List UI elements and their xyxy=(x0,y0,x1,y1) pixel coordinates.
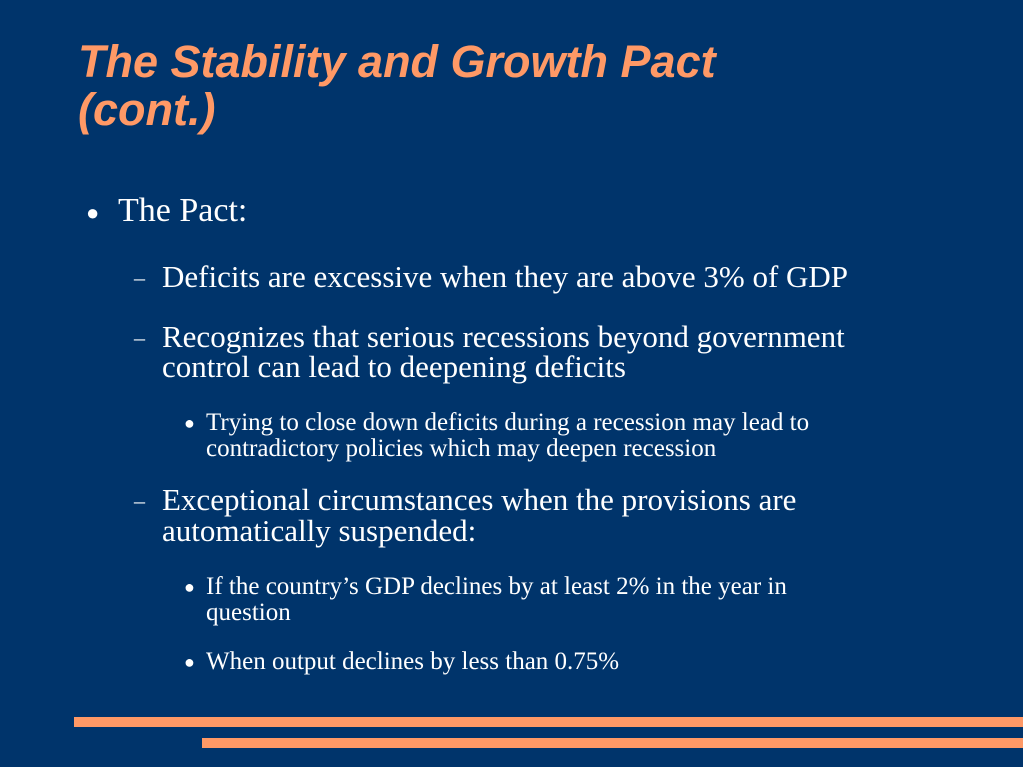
bullet-6-line-2: question xyxy=(206,599,291,626)
slide-title: The Stability and Growth Pact (cont.) xyxy=(78,38,978,134)
bullet-1-text: The Pact: xyxy=(118,192,248,229)
sub-bullet-marker-1: ● xyxy=(184,413,195,433)
title-line-1: The Stability and Growth Pact xyxy=(78,36,716,87)
sub-bullet-marker-3: ● xyxy=(184,652,195,672)
bullet-5-line-2: automatically suspended: xyxy=(162,513,477,548)
bullet-4-line-2: contradictory policies which may deepen … xyxy=(206,435,717,462)
bullet-4-line-1: Trying to close down deficits during a r… xyxy=(206,409,810,436)
bullet-2-text: Deficits are excessive when they are abo… xyxy=(162,259,849,294)
bullet-3-line-2: control can lead to deepening deficits xyxy=(162,349,626,384)
dash-marker-1: – xyxy=(134,265,145,290)
dash-marker-2: – xyxy=(134,325,145,350)
bullet-7-text: When output declines by less than 0.75% xyxy=(206,648,620,675)
title-line-2: (cont.) xyxy=(78,84,216,135)
sub-bullet-marker-2: ● xyxy=(184,577,195,597)
accent-bar-bottom xyxy=(202,738,1023,748)
dash-marker-3: – xyxy=(134,488,145,513)
bullet-5-line-1: Exceptional circumstances when the provi… xyxy=(162,482,797,517)
bullet-3-line-1: Recognizes that serious recessions beyon… xyxy=(162,319,845,354)
bullet-marker-1: ● xyxy=(86,200,100,225)
bullet-6-line-1: If the country’s GDP declines by at leas… xyxy=(206,573,787,600)
accent-bar-top xyxy=(74,717,1023,727)
